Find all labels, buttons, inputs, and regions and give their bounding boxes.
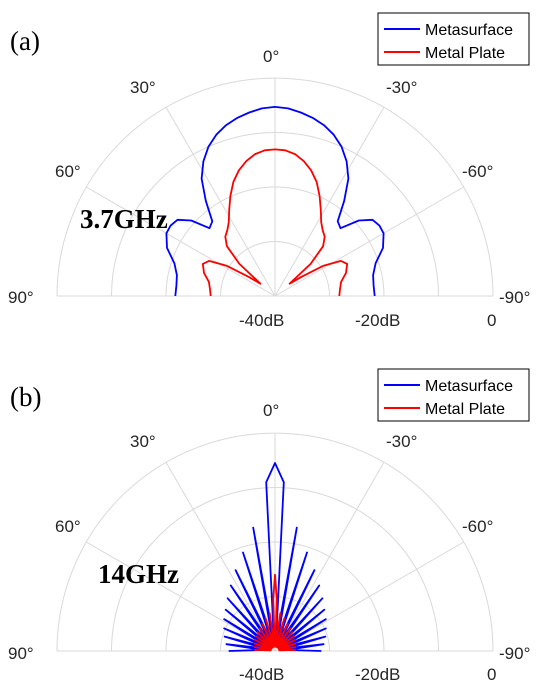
angle-tick-label: 0° <box>263 47 279 66</box>
angle-grid-spoke <box>274 461 385 652</box>
angle-grid-spoke <box>274 541 465 652</box>
angle-tick-label: -90° <box>499 288 530 307</box>
series-line-metal-plate <box>201 148 349 297</box>
series-line-metal-plate <box>253 573 297 652</box>
frequency-annotation-b: 14GHz <box>98 559 179 589</box>
legend-label-metal-plate: Metal Plate <box>425 45 505 62</box>
angle-tick-label: 0° <box>263 401 279 420</box>
angle-grid-spoke <box>274 186 465 297</box>
legend-box <box>377 12 530 66</box>
angle-tick-label: 90° <box>8 644 34 663</box>
angle-tick-label: 30° <box>130 432 156 451</box>
angle-tick-labels-a: 90° 60° 30° 0° -30° -60° -90° <box>8 47 530 307</box>
angle-tick-label: -30° <box>386 432 417 451</box>
angle-tick-label: 30° <box>130 78 156 97</box>
angle-grid-spoke <box>85 186 276 297</box>
radial-tick-label: 0 <box>487 665 496 684</box>
series-line-metasurface <box>223 462 327 652</box>
angle-tick-labels-b: 90° 60° 30° 0° -30° -60° -90° <box>8 401 530 663</box>
radial-tick-label: -40dB <box>239 311 284 330</box>
legend-a: Metasurface Metal Plate <box>377 12 530 66</box>
radial-tick-label: -20dB <box>355 311 400 330</box>
angle-tick-label: -30° <box>386 78 417 97</box>
angle-grid-spoke <box>274 106 385 297</box>
angle-tick-label: 90° <box>8 288 34 307</box>
panel-label-b: (b) <box>10 382 41 412</box>
angle-tick-label: 60° <box>55 517 81 536</box>
series-layer-b <box>223 462 327 652</box>
legend-label-metasurface: Metasurface <box>425 378 513 395</box>
radial-tick-labels-a: -40dB -20dB 0 <box>239 311 496 330</box>
legend-box <box>377 368 530 422</box>
polar-grid-b <box>56 432 494 652</box>
angle-tick-label: -60° <box>462 162 493 181</box>
angle-grid-spoke <box>85 541 276 652</box>
frequency-annotation-a: 3.7GHz <box>80 204 168 234</box>
angle-grid-spoke <box>165 106 276 297</box>
series-layer-a <box>165 106 385 297</box>
panel-label-a: (a) <box>10 26 40 56</box>
legend-label-metal-plate: Metal Plate <box>425 401 505 418</box>
angle-tick-label: -60° <box>462 517 493 536</box>
radial-tick-label: 0 <box>487 311 496 330</box>
angle-tick-label: -90° <box>499 644 530 663</box>
legend-label-metasurface: Metasurface <box>425 22 513 39</box>
polar-chart-b: (b) 90° 60° 30° 0° -30° -60° -90° -40dB … <box>8 368 530 684</box>
polar-chart-a: (a) 90° 60° 30° 0° -30° -60° -90° -40dB … <box>8 12 530 330</box>
radial-tick-label: -40dB <box>239 665 284 684</box>
angle-grid-spoke <box>165 461 276 652</box>
radial-tick-labels-b: -40dB -20dB 0 <box>239 665 496 684</box>
angle-tick-label: 60° <box>55 162 81 181</box>
series-line-metasurface <box>165 106 385 297</box>
radial-tick-label: -20dB <box>355 665 400 684</box>
polar-grid-a <box>56 77 494 297</box>
legend-b: Metasurface Metal Plate <box>377 368 530 422</box>
